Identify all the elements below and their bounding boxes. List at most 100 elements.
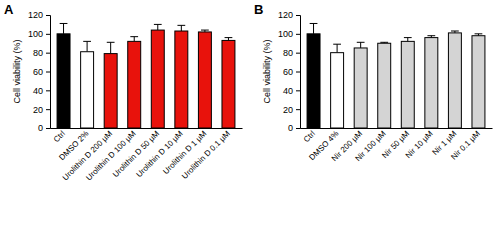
- axis-line: [51, 128, 243, 129]
- tick-label: 0: [38, 123, 43, 133]
- tick-label: 20: [33, 105, 43, 115]
- tick-mark: [296, 53, 300, 54]
- tick-label: Ctrl: [52, 129, 67, 144]
- tick: 60: [283, 67, 300, 77]
- tick-mark: [46, 72, 50, 73]
- tick: Nir 100 µM: [353, 128, 387, 163]
- plot-area: [307, 23, 485, 128]
- tick-label: Ctrl: [302, 129, 317, 144]
- error-cap: [475, 33, 483, 34]
- tick-label: 40: [33, 86, 43, 96]
- tick: 120: [28, 10, 50, 20]
- error-bar: [333, 44, 341, 52]
- error-line: [337, 44, 338, 52]
- bar: [81, 52, 94, 128]
- tick: 0: [288, 123, 300, 133]
- error-cap: [451, 31, 459, 32]
- error-bar: [154, 24, 162, 30]
- error-cap: [60, 23, 68, 24]
- error-bar: [357, 42, 365, 48]
- error-line: [407, 38, 408, 42]
- tick: 100: [278, 29, 300, 39]
- bar: [307, 34, 320, 128]
- error-cap: [201, 30, 209, 31]
- error-cap: [310, 23, 318, 24]
- tick-label: 120: [278, 10, 293, 20]
- error-cap: [427, 35, 435, 36]
- bar: [57, 34, 70, 128]
- error-cap: [154, 24, 162, 25]
- error-cap: [380, 42, 388, 43]
- tick-label: 100: [278, 29, 293, 39]
- bar: [472, 36, 485, 128]
- bar: [104, 54, 117, 128]
- tick-mark: [46, 15, 50, 16]
- error-line: [360, 42, 361, 48]
- tick: 0: [38, 123, 50, 133]
- plot-area: [57, 23, 235, 128]
- tick-mark: [46, 128, 50, 129]
- tick-label: 60: [33, 67, 43, 77]
- axis-line: [46, 16, 51, 129]
- tick-label: 0: [288, 123, 293, 133]
- tick: Nir 0.1 µM: [449, 128, 482, 162]
- bar: [222, 40, 235, 128]
- tick-mark: [46, 109, 50, 110]
- bar: [151, 30, 164, 128]
- tick-label: 80: [283, 48, 293, 58]
- y-axis: 0 20 40 60 80 100 120: [278, 10, 301, 133]
- panel-title: A: [4, 2, 14, 17]
- error-line: [181, 25, 182, 31]
- error-bar: [83, 41, 91, 51]
- error-cap: [130, 36, 138, 37]
- tick: 20: [33, 105, 50, 115]
- error-line: [110, 42, 111, 53]
- tick: Ctrl: [52, 128, 67, 144]
- bar: [198, 32, 211, 128]
- error-bar: [60, 23, 68, 33]
- x-axis: CtrlDMSO 4%Nir 200 µMNir 100 µMNir 50 µM…: [301, 128, 493, 163]
- tick-mark: [296, 72, 300, 73]
- error-cap: [404, 37, 412, 38]
- tick-label: Nir 100 µM: [353, 129, 387, 163]
- error-cap: [83, 41, 91, 42]
- bar: [331, 53, 344, 128]
- bar: [128, 41, 141, 128]
- error-cap: [225, 37, 233, 38]
- bar: [378, 43, 391, 128]
- tick-label: Urolithin D 0.1 µM: [180, 129, 232, 181]
- x-axis: CtrlDMSO 2%Urolithin D 200 µMUrolithin D…: [51, 128, 243, 182]
- tick-mark: [296, 90, 300, 91]
- error-bar: [177, 25, 185, 31]
- error-line: [63, 23, 64, 33]
- bar: [354, 48, 367, 128]
- y-axis-title: Cell viability (%): [262, 39, 272, 103]
- tick: Nir 10 µM: [404, 128, 435, 160]
- tick-label: 80: [33, 48, 43, 58]
- tick-label: Nir 0.1 µM: [449, 129, 482, 162]
- figure: A 0 20 40 60 80 100 120 CtrlDMSO 2%Urolithin D 2…: [0, 0, 500, 228]
- tick: 20: [283, 105, 300, 115]
- error-cap: [333, 44, 341, 45]
- tick-label: 40: [283, 86, 293, 96]
- bar: [175, 31, 188, 128]
- y-axis: 0 20 40 60 80 100 120: [28, 10, 51, 133]
- tick: Ctrl: [302, 128, 317, 144]
- tick-label: 100: [28, 29, 43, 39]
- tick-mark: [46, 34, 50, 35]
- error-bar: [310, 23, 318, 33]
- error-line: [313, 23, 314, 33]
- panel: B020406080100120CtrlDMSO 4%Nir 200 µMNir…: [254, 2, 493, 163]
- tick: Urolithin D 0.1 µM: [180, 128, 232, 181]
- axis-line: [301, 128, 493, 129]
- tick: 120: [278, 10, 300, 20]
- tick: 40: [33, 86, 50, 96]
- error-line: [157, 24, 158, 30]
- error-line: [134, 37, 135, 42]
- tick-mark: [46, 53, 50, 54]
- tick: 60: [33, 67, 50, 77]
- error-bar: [107, 42, 115, 53]
- bar: [401, 41, 414, 128]
- error-bar: [130, 37, 138, 42]
- error-cap: [107, 42, 115, 43]
